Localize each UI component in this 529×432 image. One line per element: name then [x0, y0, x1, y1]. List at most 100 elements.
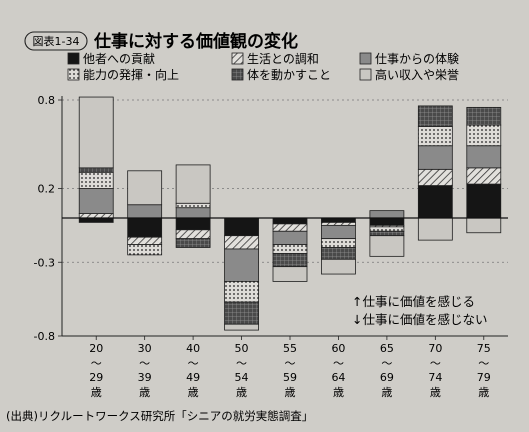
x-tick-label: 歳	[430, 386, 441, 399]
x-tick-label: 〜	[188, 357, 199, 370]
x-tick-label: 〜	[333, 357, 344, 370]
bar-segment	[321, 224, 356, 240]
legend-label: 仕事からの体験	[375, 51, 459, 66]
bar-segment	[321, 217, 356, 223]
bar-segment	[127, 236, 163, 245]
x-tick-label: 〜	[91, 357, 102, 370]
x-tick-label: 歳	[91, 386, 102, 399]
x-tick-label: 30	[138, 342, 152, 355]
x-tick-label: 歳	[333, 386, 344, 399]
legend-label: 他者への貢献	[83, 51, 155, 66]
bar-segment	[321, 247, 356, 260]
figure-badge-frame	[24, 31, 88, 51]
bar-segment	[321, 258, 356, 275]
x-tick-label: 歳	[285, 386, 296, 399]
bar-segment	[127, 217, 163, 238]
annotation-positive: ↑仕事に価値を感じる	[352, 294, 475, 309]
bar-segment	[272, 266, 308, 282]
bar-segment	[321, 222, 356, 226]
legend-label: 高い収入や栄誉	[375, 67, 459, 82]
legend-label: 体を動かすこと	[247, 68, 331, 82]
bar-segment	[417, 168, 453, 186]
bar-segment	[321, 238, 356, 248]
legend-swatch	[359, 68, 372, 81]
legend-swatch	[231, 52, 244, 65]
bar-segment	[224, 248, 259, 282]
figure-title: 仕事に対する価値観の変化	[93, 31, 298, 52]
y-tick-labels: 0.8 0.2 -0.3 -0.8	[34, 94, 62, 343]
figure-header: 図表1-34 仕事に対する価値観の変化	[24, 31, 298, 52]
x-tick-label: 〜	[139, 357, 150, 370]
bar-segment	[417, 126, 453, 147]
bar-segment	[224, 301, 259, 325]
bar-segment	[78, 188, 114, 214]
bar-segment	[369, 217, 405, 226]
axes	[61, 96, 508, 337]
bar-segment	[272, 223, 308, 232]
y-tick-label: 0.8	[38, 94, 56, 107]
x-tick-label: 65	[380, 342, 394, 355]
bar-segment	[224, 217, 259, 237]
bar-segment	[466, 145, 502, 169]
bar-segment	[175, 217, 211, 231]
bar-segment	[175, 164, 211, 204]
x-tick-label: 〜	[381, 357, 392, 370]
bars	[78, 96, 502, 331]
x-tick-label: 40	[186, 342, 200, 355]
x-tick-label: 〜	[478, 357, 489, 370]
x-tick-label: 〜	[285, 357, 296, 370]
bar-segment	[175, 207, 211, 219]
bar-segment	[466, 106, 502, 126]
x-tick-label: 54	[235, 371, 249, 384]
x-tick-label: 70	[428, 342, 442, 355]
x-tick-label: 49	[186, 371, 200, 384]
bar-segment	[175, 229, 211, 240]
bar-segment	[224, 235, 259, 250]
bar-segment	[224, 281, 259, 303]
bar-segment	[272, 217, 308, 225]
annotation-negative: ↓仕事に価値を感じない	[352, 312, 487, 327]
bar-segment	[466, 124, 502, 147]
bar-segment	[466, 183, 502, 219]
bar-segment	[127, 204, 163, 219]
bar-segment	[78, 167, 114, 173]
bar-segment	[175, 238, 211, 248]
bar-segment	[78, 171, 114, 189]
x-tick-label: 64	[331, 371, 345, 384]
x-tick-label: 29	[89, 371, 103, 384]
x-tick-label: 50	[235, 342, 249, 355]
x-tick-label: 〜	[430, 357, 441, 370]
bar-segment	[127, 170, 163, 206]
bar-segment	[369, 226, 405, 232]
y-tick-label: 0.2	[38, 183, 56, 196]
x-tick-labels: 20〜29歳30〜39歳40〜49歳50〜54歳55〜59歳60〜64歳65〜6…	[89, 336, 491, 399]
x-tick-label: 75	[477, 342, 491, 355]
x-tick-label: 歳	[381, 386, 392, 399]
x-tick-label: 59	[283, 371, 297, 384]
x-tick-label: 歳	[139, 386, 150, 399]
source-note: (出典)リクルートワークス研究所「シニアの就労実態調査」	[6, 409, 313, 423]
x-tick-label: 74	[428, 371, 442, 384]
x-tick-label: 69	[380, 371, 394, 384]
bar-segment	[466, 167, 502, 185]
x-tick-label: 60	[331, 342, 345, 355]
bar-segment	[369, 235, 405, 257]
bar-segment	[272, 244, 308, 254]
bar-segment	[127, 244, 163, 256]
bar-segment	[369, 210, 405, 219]
bar-segment	[417, 145, 453, 170]
y-tick-label: -0.3	[34, 256, 55, 269]
x-tick-label: 39	[138, 371, 152, 384]
x-tick-label: 55	[283, 342, 297, 355]
x-tick-label: 歳	[188, 386, 199, 399]
x-tick-label: 20	[89, 342, 103, 355]
x-tick-label: 〜	[236, 357, 247, 370]
bar-segment	[78, 96, 114, 169]
bar-segment	[78, 217, 114, 223]
bar-segment	[224, 323, 259, 331]
bar-segment	[417, 217, 453, 241]
bar-segment	[417, 105, 453, 127]
